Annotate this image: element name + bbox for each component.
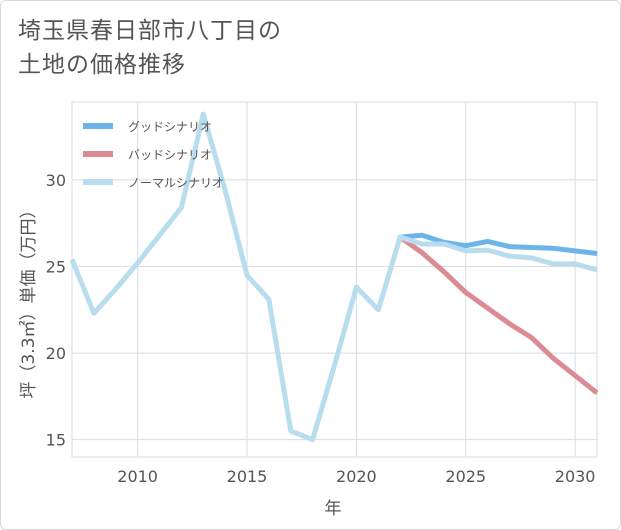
x-tick-label: 2010 <box>117 467 158 486</box>
x-tick-label: 2015 <box>227 467 268 486</box>
series-line-1 <box>399 232 598 256</box>
legend-label-3: ノーマルシナリオ <box>128 176 224 190</box>
series-line-3 <box>69 111 598 443</box>
y-axis-label: 坪（3.3㎡）単価（万円） <box>19 201 39 398</box>
series-line-2 <box>398 235 599 395</box>
series-layer <box>69 111 599 443</box>
x-tick-label: 2020 <box>336 467 377 486</box>
y-tick-label: 20 <box>46 344 66 363</box>
chart-title-line-2: 土地の価格推移 <box>18 52 186 78</box>
legend-label-2: バッドシナリオ <box>128 148 212 162</box>
y-tick-label: 30 <box>46 171 66 190</box>
x-axis-label: 年 <box>325 499 342 519</box>
x-tick-label: 2030 <box>555 467 596 486</box>
grid-lines <box>72 102 597 457</box>
x-tick-label: 2025 <box>445 467 486 486</box>
y-tick-label: 25 <box>46 258 66 277</box>
chart-title-line-1: 埼玉県春日部市八丁目の <box>18 18 282 44</box>
y-tick-label: 15 <box>46 431 66 450</box>
plot-frame <box>71 101 598 458</box>
legend-label-1: グッドシナリオ <box>128 120 212 134</box>
chart-title: 埼玉県春日部市八丁目の 土地の価格推移 <box>18 14 282 82</box>
